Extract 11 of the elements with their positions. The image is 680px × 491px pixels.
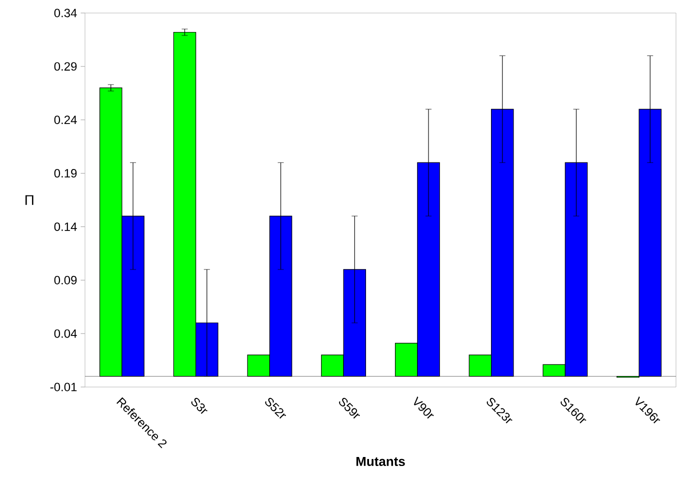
y-tick-label: 0.29 [54, 62, 77, 71]
x-tick-label: S3r [191, 398, 208, 414]
y-tick-label: -0.01 [50, 382, 77, 392]
y-tick-label: 0.09 [54, 276, 77, 284]
y-tick-label: 0.14 [54, 222, 77, 231]
y-tick-label: 0.24 [54, 116, 77, 124]
y-tick-label: 0.34 [54, 8, 77, 18]
y-axis-title: Π [25, 195, 34, 205]
y-tick-label: 0.19 [54, 169, 77, 178]
y-tick-label: 0.04 [54, 329, 77, 338]
x-axis-title: Mutants [356, 456, 405, 466]
